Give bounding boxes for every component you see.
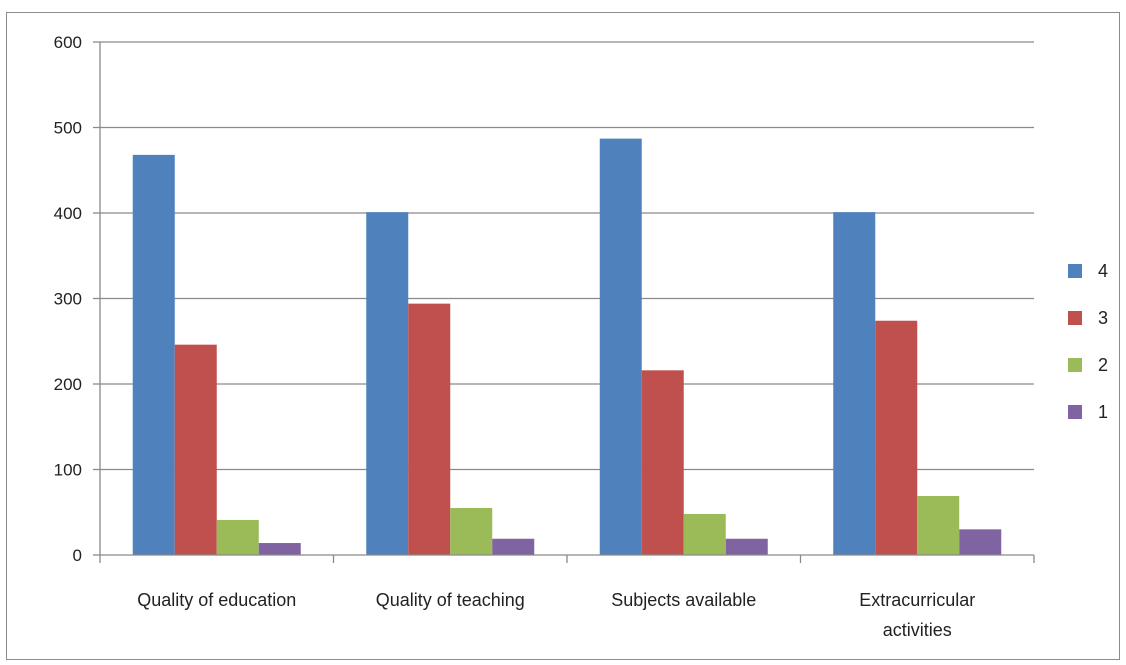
x-category-label: Quality of education bbox=[137, 590, 296, 610]
bar-3-0 bbox=[175, 345, 217, 555]
x-category-label: Subjects available bbox=[611, 590, 756, 610]
bar-3-2 bbox=[642, 370, 684, 555]
legend-swatch-4 bbox=[1068, 264, 1082, 278]
bar-2-0 bbox=[217, 520, 259, 555]
bar-4-0 bbox=[133, 155, 175, 555]
legend-label-3: 3 bbox=[1098, 308, 1108, 328]
legend-swatch-2 bbox=[1068, 358, 1082, 372]
legend-label-1: 1 bbox=[1098, 402, 1108, 422]
bars bbox=[133, 139, 1002, 555]
y-tick-label: 200 bbox=[54, 375, 82, 394]
bar-3-3 bbox=[875, 321, 917, 555]
y-tick-label: 0 bbox=[73, 546, 82, 565]
y-tick-label: 600 bbox=[54, 33, 82, 52]
bar-1-0 bbox=[259, 543, 301, 555]
x-category-labels: Quality of education Quality of teaching S… bbox=[137, 590, 975, 640]
y-tick-label: 400 bbox=[54, 204, 82, 223]
legend-label-4: 4 bbox=[1098, 261, 1108, 281]
y-tick-labels: 0 100 200 300 400 500 600 bbox=[54, 33, 82, 565]
legend-swatch-1 bbox=[1068, 405, 1082, 419]
legend-swatch-3 bbox=[1068, 311, 1082, 325]
legend: 4 3 2 1 bbox=[1068, 261, 1108, 422]
bar-1-2 bbox=[726, 539, 768, 555]
bar-2-2 bbox=[684, 514, 726, 555]
y-tick-label: 500 bbox=[54, 119, 82, 138]
bar-4-2 bbox=[600, 139, 642, 555]
x-category-label: Quality of teaching bbox=[376, 590, 525, 610]
y-tick-label: 300 bbox=[54, 290, 82, 309]
bar-3-1 bbox=[408, 304, 450, 555]
y-tick-label: 100 bbox=[54, 461, 82, 480]
bar-1-1 bbox=[492, 539, 534, 555]
bar-4-1 bbox=[366, 212, 408, 555]
bar-2-1 bbox=[450, 508, 492, 555]
x-category-label: activities bbox=[883, 620, 952, 640]
bar-4-3 bbox=[833, 212, 875, 555]
bar-2-3 bbox=[917, 496, 959, 555]
x-category-label: Extracurricular bbox=[859, 590, 975, 610]
legend-label-2: 2 bbox=[1098, 355, 1108, 375]
bar-1-3 bbox=[959, 529, 1001, 555]
